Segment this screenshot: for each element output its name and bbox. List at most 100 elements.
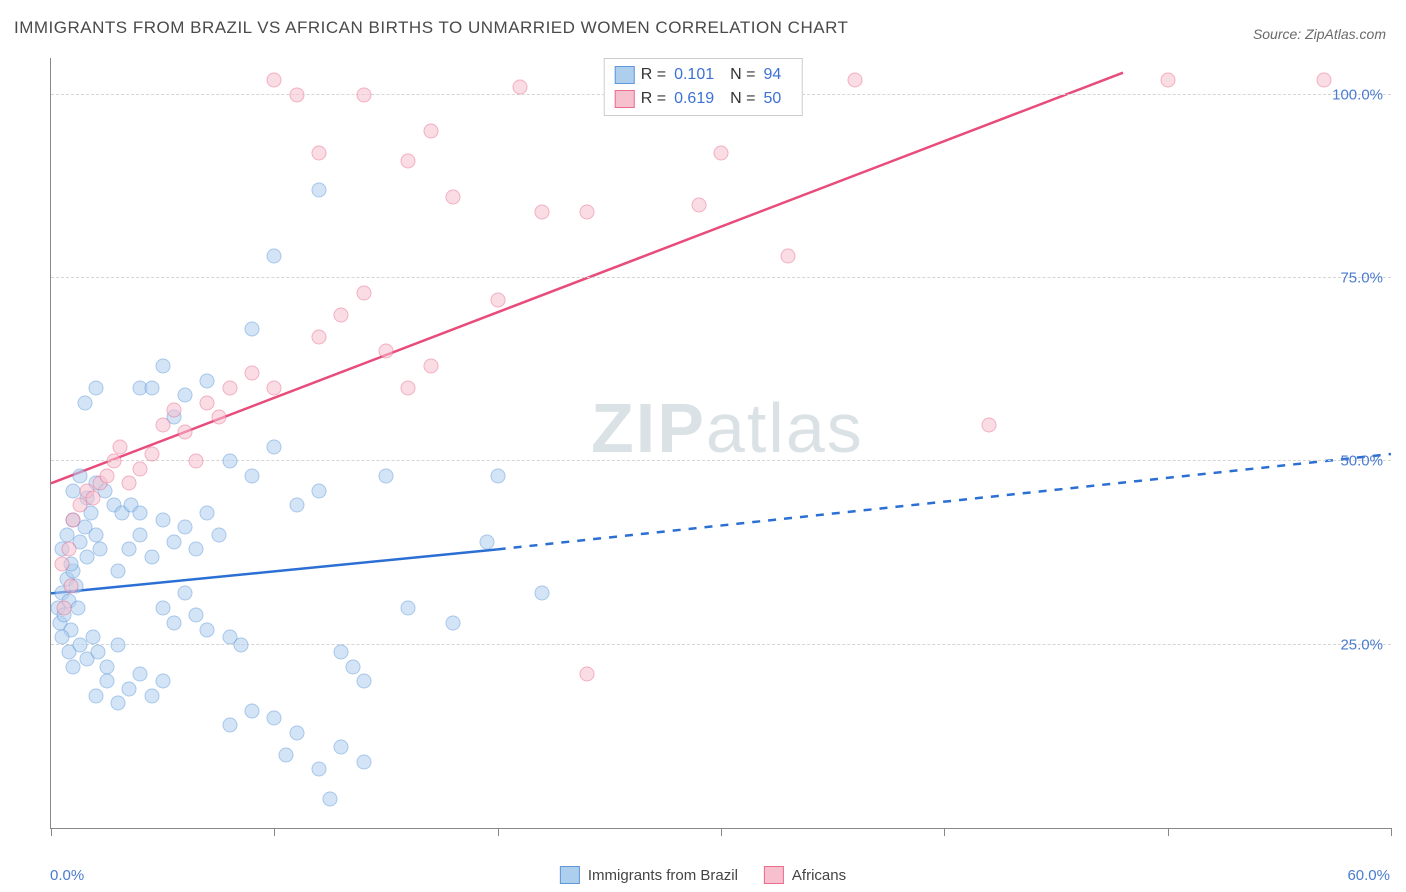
y-tick-label: 50.0% [1340,453,1383,470]
y-tick-label: 100.0% [1332,86,1383,103]
blue-point [334,645,349,660]
gridline [51,644,1391,645]
x-tick-label: 0.0% [50,867,84,884]
blue-point [323,791,338,806]
pink-point [379,344,394,359]
blue-point [446,615,461,630]
pink-point [86,491,101,506]
pink-point [267,381,282,396]
pink-point [133,461,148,476]
blue-point [189,542,204,557]
source-attribution: Source: ZipAtlas.com [1253,26,1386,42]
pink-point [356,87,371,102]
blue-point [211,527,226,542]
blue-point [73,469,88,484]
blue-point [90,645,105,660]
blue-point [189,608,204,623]
blue-point [86,630,101,645]
pink-point [401,153,416,168]
pink-point [61,542,76,557]
blue-point [155,601,170,616]
pink-point [99,469,114,484]
pink-point [580,667,595,682]
blue-point [155,513,170,528]
pink-point [55,557,70,572]
pink-point [166,403,181,418]
series-legend: Immigrants from Brazil Africans [560,866,846,884]
blue-point [99,674,114,689]
pink-point [289,87,304,102]
pink-point [106,454,121,469]
blue-point [278,747,293,762]
pink-point [490,293,505,308]
blue-point [144,549,159,564]
blue-point [233,637,248,652]
blue-point [111,696,126,711]
blue-point [200,623,215,638]
pink-point [401,381,416,396]
pink-point [122,476,137,491]
pink-point [513,80,528,95]
pink-point [848,73,863,88]
pink-point [1160,73,1175,88]
blue-point [133,667,148,682]
swatch-blue-icon [560,866,580,884]
legend-item-blue: Immigrants from Brazil [560,866,738,884]
blue-point [166,615,181,630]
blue-point [122,542,137,557]
blue-point [144,689,159,704]
legend-label-pink: Africans [792,867,846,884]
blue-point [245,703,260,718]
pink-point [57,601,72,616]
x-tick [498,828,499,836]
blue-point [535,586,550,601]
blue-point [490,469,505,484]
blue-point [289,498,304,513]
blue-point [55,630,70,645]
blue-point [178,520,193,535]
blue-point [312,483,327,498]
blue-point [88,689,103,704]
blue-point [77,395,92,410]
pink-point [189,454,204,469]
legend-row-pink: R =0.619 N =50 [615,87,792,111]
pink-point [245,366,260,381]
blue-point [178,388,193,403]
x-tick [1168,828,1169,836]
legend-row-blue: R =0.101 N =94 [615,63,792,87]
blue-point [200,505,215,520]
blue-point [267,249,282,264]
blue-point [155,359,170,374]
pink-point [580,205,595,220]
pink-point [691,197,706,212]
pink-point [211,410,226,425]
pink-point [64,579,79,594]
blue-point [200,373,215,388]
gridline [51,277,1391,278]
blue-point [245,322,260,337]
scatter-plot: ZIPatlas 25.0%50.0%75.0%100.0% [50,58,1391,829]
x-tick [944,828,945,836]
blue-point [401,601,416,616]
x-tick [721,828,722,836]
blue-point [222,718,237,733]
pink-point [144,447,159,462]
pink-point [113,439,128,454]
blue-point [312,183,327,198]
blue-point [379,469,394,484]
legend-label-blue: Immigrants from Brazil [588,867,738,884]
chart-title: IMMIGRANTS FROM BRAZIL VS AFRICAN BIRTHS… [14,18,848,38]
y-tick-label: 75.0% [1340,270,1383,287]
blue-point [122,681,137,696]
blue-point [99,659,114,674]
pink-point [982,417,997,432]
pink-point [535,205,550,220]
pink-point [781,249,796,264]
blue-point [356,674,371,689]
blue-point [289,725,304,740]
pink-point [66,513,81,528]
blue-point [166,535,181,550]
blue-point [345,659,360,674]
x-tick-label: 60.0% [1347,867,1390,884]
pink-point [178,425,193,440]
